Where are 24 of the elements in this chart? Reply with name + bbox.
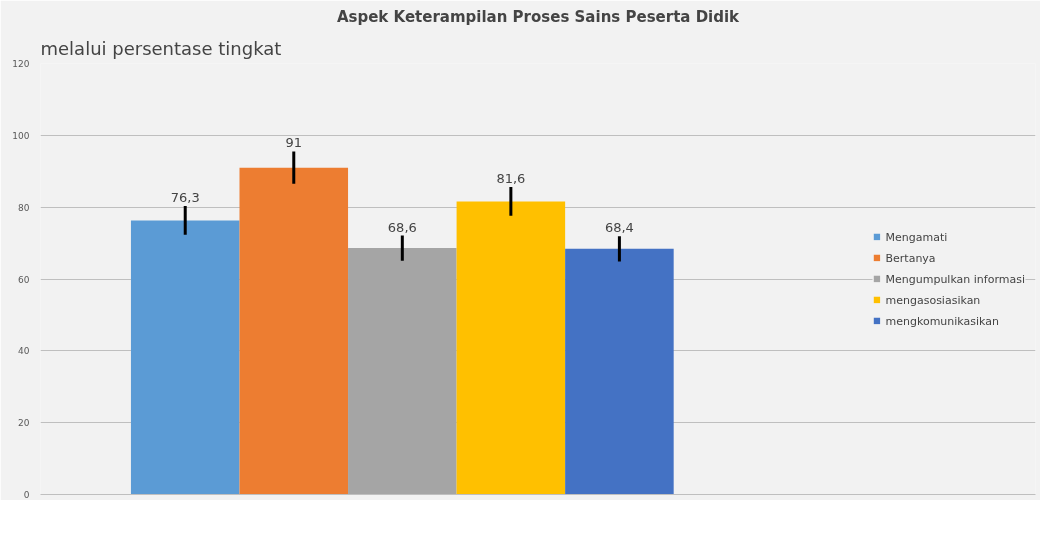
y-tick-label: 80 — [18, 202, 30, 213]
legend-label: Bertanya — [885, 251, 936, 264]
legend-label: Mengumpulkan informasi — [885, 272, 1025, 285]
data-label: 68,4 — [604, 220, 634, 236]
data-label: 81,6 — [496, 171, 526, 187]
y-tick-label: 100 — [12, 130, 30, 141]
bar — [565, 248, 674, 495]
y-tick-label: 40 — [18, 346, 30, 357]
chart-title: Aspek Keterampilan Proses Sains Peserta Didik — [336, 7, 741, 26]
data-label: 68,6 — [387, 219, 417, 235]
legend-label: mengkomunikasikan — [885, 314, 999, 327]
bar — [348, 248, 457, 495]
bar — [239, 167, 349, 495]
y-tick-label: 0 — [23, 490, 30, 500]
y-tick-label: 120 — [12, 59, 30, 69]
text: melalui persentase tingkat — [40, 37, 282, 59]
y-tick-label: 60 — [18, 274, 30, 285]
legend-label: Mengamati — [885, 230, 948, 243]
bar — [456, 201, 566, 495]
bar — [130, 220, 240, 495]
legend-label: mengasosiasikan — [885, 293, 981, 306]
y-tick-label: 20 — [18, 418, 30, 429]
data-label: 76,3 — [170, 190, 200, 206]
data-label: 91 — [285, 135, 303, 151]
